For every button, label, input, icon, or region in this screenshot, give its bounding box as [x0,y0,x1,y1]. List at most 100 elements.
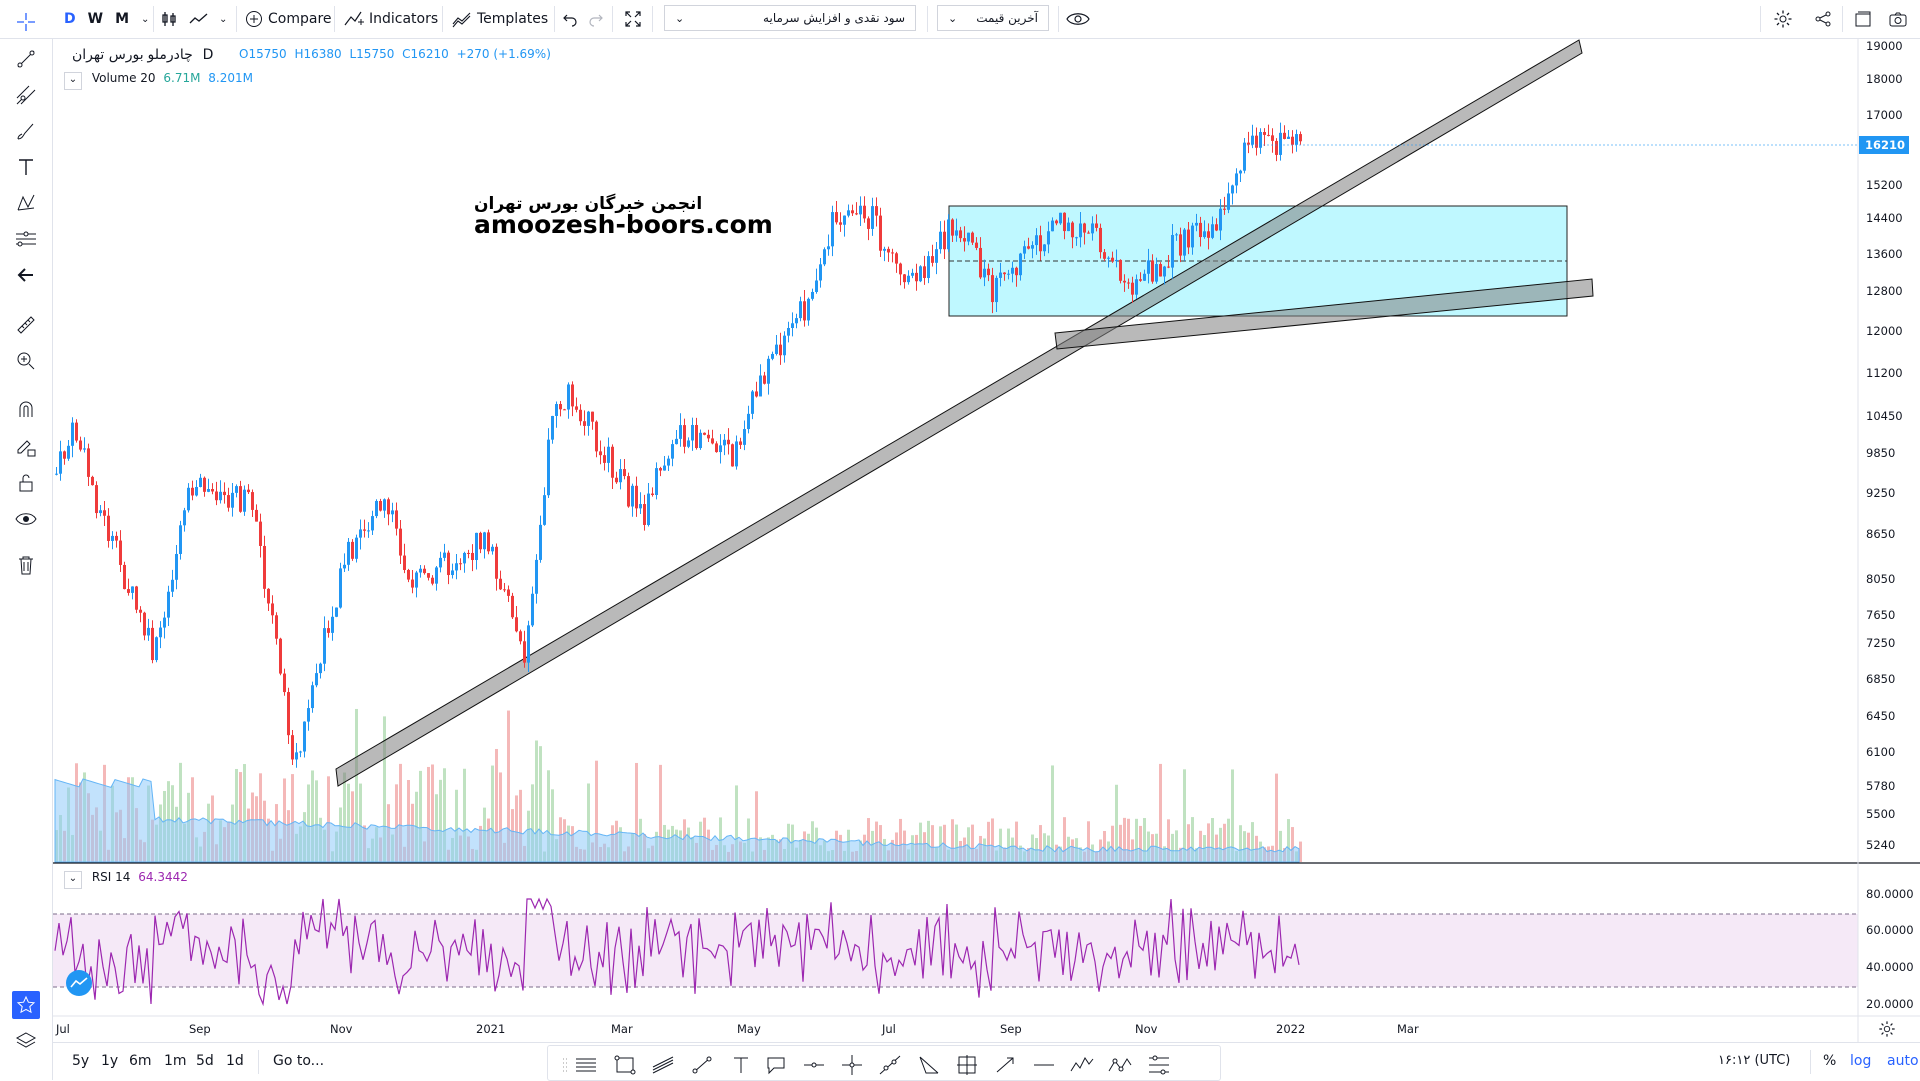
candle-body [739,441,742,445]
rectangle-tool-icon[interactable] [610,1051,640,1079]
trend-line-tool-icon[interactable] [687,1051,717,1079]
goto-button[interactable]: Go to... [273,1053,325,1069]
horizontal-ray-icon[interactable] [799,1051,829,1079]
percent-scale-toggle[interactable]: % [1823,1053,1837,1069]
price-axis-tick: 14400 [1866,211,1903,225]
ruler-icon[interactable] [14,313,38,337]
candle-body [1127,282,1130,284]
range-1m[interactable]: 1m [164,1053,187,1069]
text-icon[interactable] [14,155,38,179]
date-price-range-icon[interactable] [952,1051,982,1079]
horizontal-line-icon[interactable] [1029,1051,1059,1079]
visibility-eye-icon[interactable] [1066,0,1090,38]
elliott-wave-icon[interactable] [1067,1051,1097,1079]
volume-bar [1119,824,1122,862]
extended-line-icon[interactable] [875,1051,905,1079]
range-5d[interactable]: 5d [196,1053,214,1069]
candle-body [903,274,906,283]
pattern-icon[interactable] [14,191,38,215]
lock-draw-icon[interactable] [14,435,38,459]
candle-body [1291,136,1294,145]
crosshair-icon[interactable] [14,10,38,34]
layers-icon[interactable] [14,1029,38,1053]
settings-gear-icon[interactable] [1773,0,1793,38]
candle-body [519,631,522,642]
range-6m[interactable]: 6m [129,1053,152,1069]
brush-icon[interactable] [14,119,38,143]
fib-levels-icon[interactable] [1144,1051,1174,1079]
snapshot-icon[interactable] [1853,0,1873,38]
star-icon[interactable] [12,991,40,1019]
templates-button[interactable]: Templates [452,0,548,38]
volume-bar [499,772,502,862]
candle-body [1007,273,1010,275]
chevron-down-icon[interactable]: ⌄ [141,13,150,25]
candle-body [327,628,330,633]
magnet-icon[interactable] [14,398,38,422]
rsi-label[interactable]: RSI 14 [91,870,131,884]
share-icon[interactable] [1814,0,1832,38]
cross-line-icon[interactable] [837,1051,867,1079]
callout-icon[interactable] [761,1051,791,1079]
volume-label[interactable]: Volume 20 [91,71,156,85]
volume-bar [1063,817,1066,862]
prediction-icon[interactable] [14,227,38,251]
candle-body [1215,224,1218,231]
tradingview-logo-icon[interactable] [66,970,92,996]
abc-pattern-icon[interactable] [1105,1051,1135,1079]
collapse-chevron-icon[interactable]: ⌄ [64,72,82,90]
symbol-name[interactable]: چادرملو [147,47,193,63]
interval-m[interactable]: M [115,11,130,27]
range-1d[interactable]: 1d [226,1053,244,1069]
volume-bar [867,818,870,862]
line-chart-icon[interactable] [188,0,210,38]
price-source-dropdown[interactable]: ⌄ آخرین قیمت [937,5,1049,31]
volume-bar [1123,817,1126,862]
auto-scale-toggle[interactable]: auto [1887,1053,1919,1069]
range-5y[interactable]: 5y [72,1053,90,1069]
candle-body [935,249,938,263]
camera-icon[interactable] [1888,0,1908,38]
price-chart[interactable] [53,39,1920,1042]
candle-body [795,318,798,324]
fullscreen-icon[interactable] [624,0,642,38]
axis-settings-gear-icon[interactable] [1878,1020,1896,1042]
candle-body [487,532,490,552]
eye-icon[interactable] [14,507,38,531]
candle-body [703,432,706,435]
collapse-chevron-icon[interactable]: ⌄ [64,871,82,889]
arrow-tool-icon[interactable] [990,1051,1020,1079]
candle-body [1091,223,1094,234]
chart-type-chevron-icon[interactable]: ⌄ [219,13,228,25]
text-tool-icon[interactable] [726,1051,756,1079]
volume-bar [327,776,330,862]
trash-icon[interactable] [14,553,38,577]
candle-body [619,469,622,483]
back-arrow-icon[interactable] [14,263,38,287]
pitchfork-icon[interactable] [14,83,38,107]
candle-body [231,492,234,508]
range-1y[interactable]: 1y [101,1053,119,1069]
clock-label[interactable]: ۱۶:۱۲ (UTC) [1718,1053,1791,1068]
volume-bar [1039,825,1042,862]
candle-body [147,627,150,636]
interval-d[interactable]: D [64,11,76,27]
candles-icon[interactable] [160,0,178,38]
lock-icon[interactable] [14,471,38,495]
compare-button[interactable]: Compare [245,0,332,38]
zoom-in-icon[interactable] [14,349,38,373]
trend-line-icon[interactable] [14,47,38,71]
horizontal-lines-icon[interactable] [571,1051,601,1079]
drag-handle-icon[interactable] [550,1051,580,1079]
interval-w[interactable]: W [87,11,104,27]
parallel-channel-icon[interactable] [648,1051,678,1079]
undo-icon[interactable] [562,0,578,38]
volume-bar [355,708,358,862]
indicators-button[interactable]: Indicators [344,0,438,38]
angle-icon[interactable] [913,1051,943,1079]
log-scale-toggle[interactable]: log [1850,1053,1872,1069]
candle-body [455,563,458,571]
redo-icon[interactable] [588,0,604,38]
candle-body [115,535,118,541]
dividend-dropdown[interactable]: ⌄ سود نقدی و افزایش سرمایه [664,5,916,31]
